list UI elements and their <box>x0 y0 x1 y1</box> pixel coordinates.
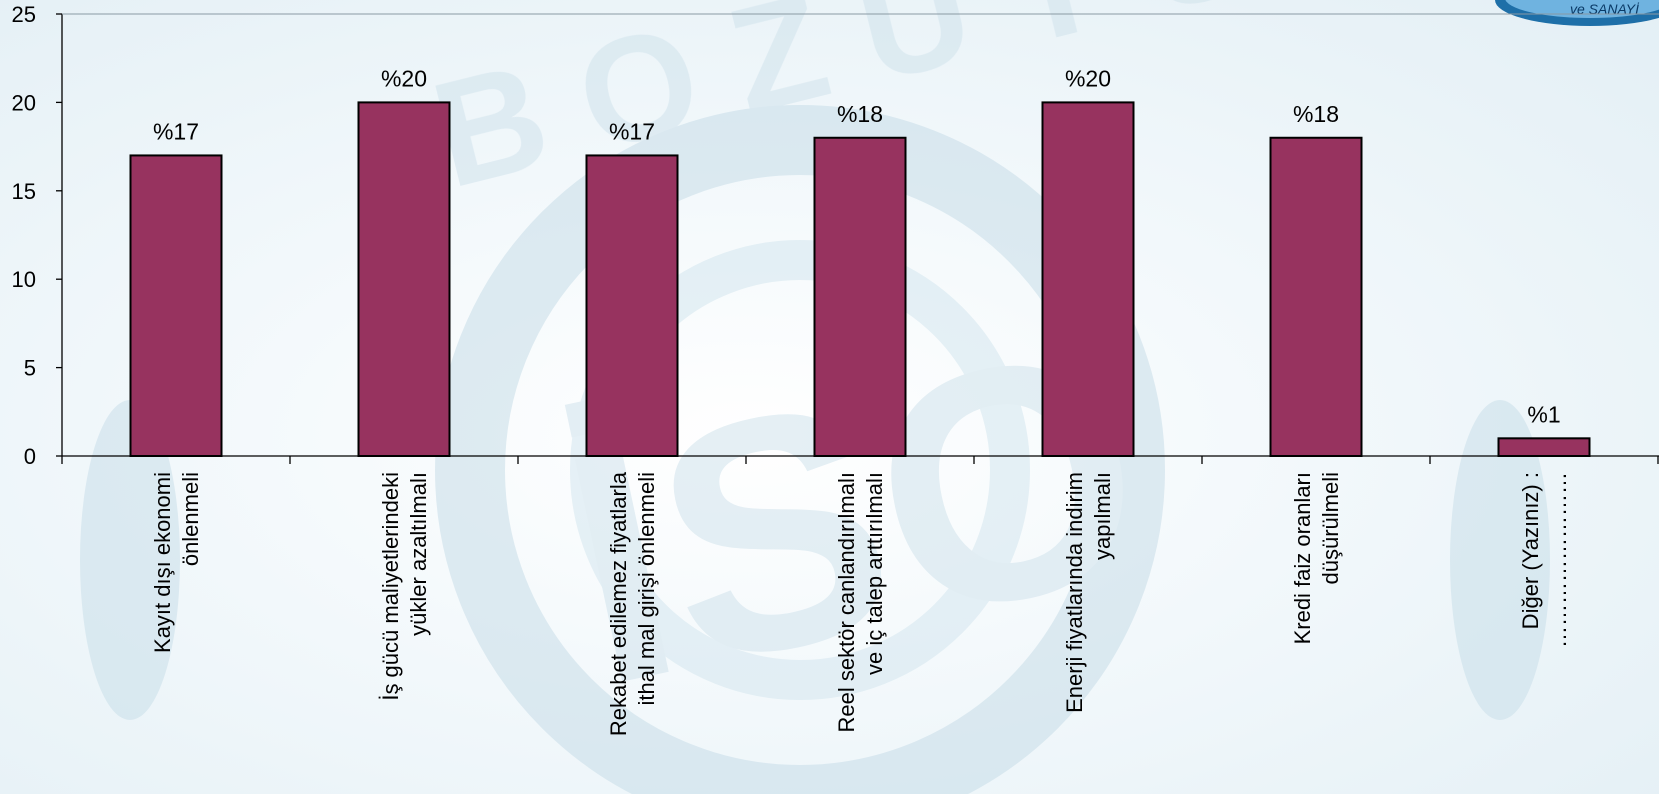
bar <box>129 154 223 457</box>
category-label: Reel sektör canlandırılmalı <box>834 472 859 732</box>
category-label: düşürülmeli <box>1318 472 1343 585</box>
category-label: yapılmalı <box>1090 472 1115 560</box>
bar <box>1497 437 1591 458</box>
y-tick-label: 0 <box>24 444 36 469</box>
bar <box>1269 136 1363 457</box>
bar <box>357 101 451 458</box>
category-label: İş gücü maliyetlerindeki <box>378 472 403 701</box>
data-label: %20 <box>1065 65 1111 91</box>
data-label: %20 <box>381 65 427 91</box>
data-label: %18 <box>1293 101 1339 127</box>
category-label: Enerji fiyatlarında indirim <box>1062 472 1087 713</box>
category-label: önlenmeli <box>178 472 203 566</box>
category-label: ve iç talep arttırılmalı <box>862 472 887 675</box>
category-label: yükler azaltılmalı <box>406 472 431 636</box>
category-label: Kayıt dışı ekonomi <box>150 472 175 653</box>
data-label: %1 <box>1527 401 1560 427</box>
y-tick-label: 25 <box>12 2 36 27</box>
bars <box>129 101 1591 458</box>
bar <box>1041 101 1135 458</box>
category-label: Diğer (Yazınız) : <box>1518 472 1543 629</box>
category-label: ithal mal girişi önlenmeli <box>634 472 659 706</box>
y-tick-label: 20 <box>12 90 36 115</box>
data-label: %18 <box>837 101 883 127</box>
y-tick-label: 15 <box>12 179 36 204</box>
data-label: %17 <box>609 118 655 144</box>
category-label: Kredi faiz oranları <box>1290 472 1315 644</box>
category-label: …………………… <box>1546 472 1571 648</box>
category-labels: Kayıt dışı ekonomi önlenmeli İş gücü maliy… <box>150 471 1571 736</box>
bar <box>585 154 679 457</box>
data-label: %17 <box>153 118 199 144</box>
y-tick-label: 5 <box>24 356 36 381</box>
bar <box>813 136 907 457</box>
y-tick-label: 10 <box>12 267 36 292</box>
category-label: Rekabet edilemez fiyatlarla <box>606 471 631 736</box>
data-labels: %17 %20 %17 %18 %20 %18 %1 <box>153 65 1561 427</box>
